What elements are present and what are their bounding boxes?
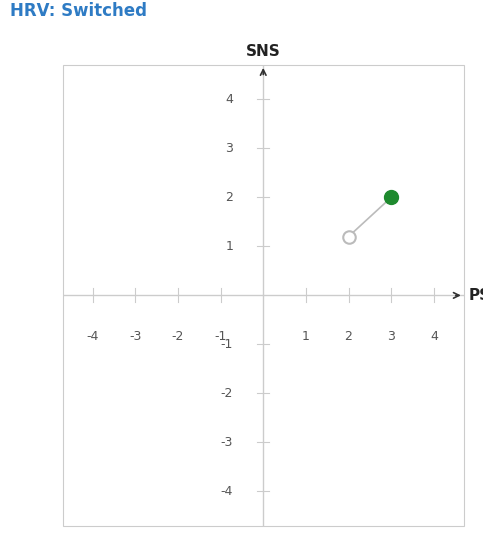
Text: 4: 4 <box>430 330 438 343</box>
Text: 2: 2 <box>225 191 233 204</box>
Text: -3: -3 <box>129 330 142 343</box>
Text: SNS: SNS <box>246 44 281 59</box>
Text: 1: 1 <box>302 330 310 343</box>
Text: 2: 2 <box>344 330 353 343</box>
Text: -2: -2 <box>172 330 184 343</box>
Text: 3: 3 <box>387 330 395 343</box>
Text: -4: -4 <box>221 485 233 498</box>
Text: 4: 4 <box>225 93 233 106</box>
Text: -1: -1 <box>214 330 227 343</box>
Text: 1: 1 <box>225 240 233 253</box>
Text: -3: -3 <box>221 436 233 449</box>
Text: 3: 3 <box>225 142 233 155</box>
Text: -1: -1 <box>221 338 233 351</box>
Text: HRV: Switched: HRV: Switched <box>10 2 147 21</box>
Text: -4: -4 <box>86 330 99 343</box>
Text: PSNS: PSNS <box>469 288 483 303</box>
Text: -2: -2 <box>221 387 233 400</box>
